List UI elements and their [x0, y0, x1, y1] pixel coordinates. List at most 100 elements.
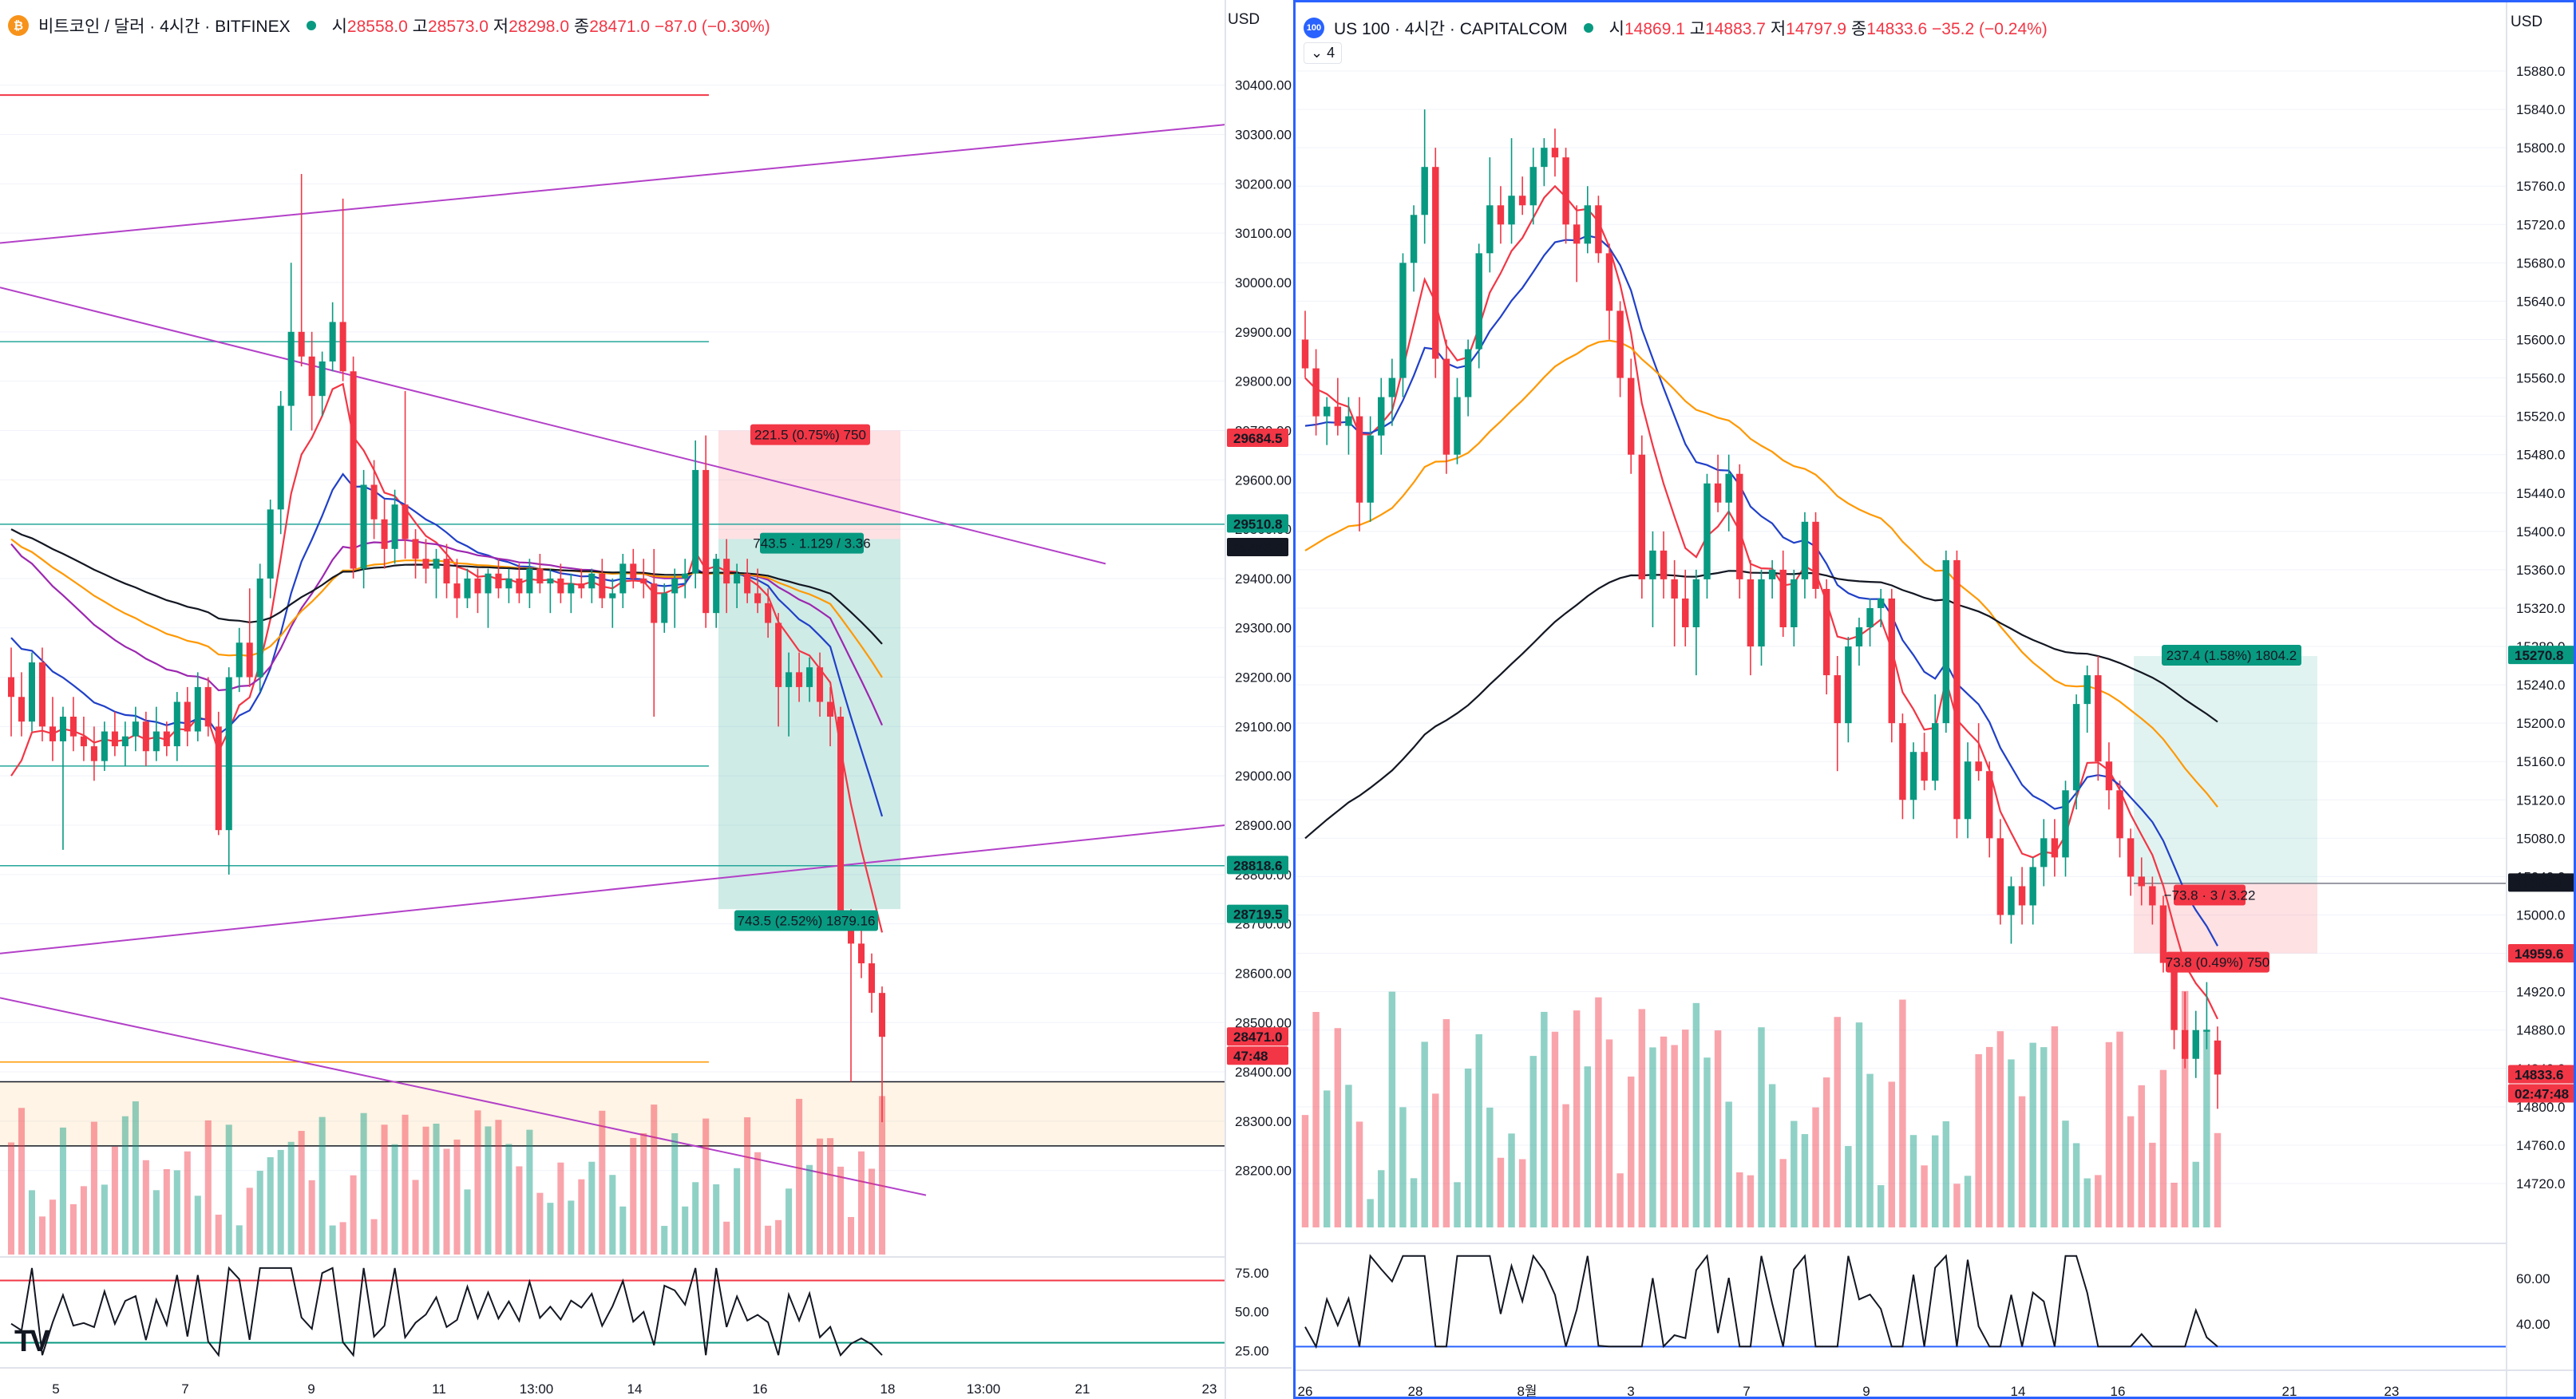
volume-bar [194, 1195, 201, 1255]
candle-body [184, 701, 191, 732]
candle-body [2062, 790, 2069, 858]
volume-bar [536, 1192, 544, 1255]
time-tick-label: 23 [2384, 1384, 2400, 1399]
volume-bar [1986, 1046, 1993, 1227]
candle-body [744, 573, 751, 594]
candle-body [215, 726, 222, 831]
volume-bar [1855, 1022, 1863, 1227]
volume-bar [1421, 1041, 1428, 1227]
candle-body [485, 573, 492, 594]
price-tick-label: 30000.00 [1235, 275, 1292, 290]
volume-bar [121, 1116, 129, 1255]
volume-bar [2203, 1029, 2210, 1227]
indicator-toggle[interactable]: ⌄ 4 [1304, 42, 1343, 64]
candle-body [267, 509, 274, 579]
tradingview-logo[interactable]: TV [14, 1325, 50, 1358]
price-label: 15033.4 [2515, 875, 2564, 891]
volume-bar [49, 1199, 56, 1255]
symbol-title[interactable]: 비트코인 / 달러 · 4시간 · BITFINEX [38, 18, 291, 36]
volume-bar [1378, 1170, 1385, 1227]
time-tick-label: 14 [2011, 1384, 2026, 1399]
volume-bar [744, 1116, 751, 1255]
candle-body [1736, 473, 1743, 579]
candle-body [619, 563, 627, 594]
price-tick-label: 29100.00 [1235, 719, 1292, 734]
candle-body [505, 578, 512, 589]
price-label-bg [1227, 1046, 1288, 1065]
candle-body [381, 519, 388, 549]
price-tick-label: 28300.00 [1235, 1114, 1292, 1129]
candle-body [1584, 205, 1592, 244]
volume-bar [1834, 1017, 1841, 1227]
time-tick-label: 18 [880, 1381, 896, 1397]
volume-bar [443, 1148, 450, 1255]
candle-body [194, 686, 201, 732]
volume-bar [827, 1138, 834, 1255]
price-tick-label: 29900.00 [1235, 325, 1292, 340]
candle-body [1953, 559, 1961, 820]
volume-bar [1464, 1068, 1472, 1227]
price-tick-label: 15080.0 [2516, 831, 2565, 846]
volume-bar [599, 1110, 606, 1255]
candle-body [1866, 607, 1874, 627]
candle-body [2127, 838, 2135, 877]
price-tick-label: 28600.00 [1235, 966, 1292, 981]
price-tick-label: 15880.0 [2516, 64, 2565, 79]
volume-bar [1355, 1121, 1363, 1227]
volume-bar [1627, 1076, 1635, 1227]
volume-bar [1779, 1159, 1787, 1227]
volume-bar [806, 1164, 813, 1255]
candle-body [1801, 521, 1809, 579]
price-label: 29510.8 [1233, 516, 1282, 532]
volume-bar [38, 1216, 46, 1255]
volume-bar [422, 1126, 429, 1255]
candle-body [391, 504, 398, 549]
candle-body [402, 504, 409, 539]
position-label: 743.5 (2.52%) 1879.16 [738, 914, 876, 929]
volume-bar [402, 1114, 409, 1255]
candle-body [651, 583, 658, 623]
position-label: 743.5 · 1.129 / 3.36 [753, 536, 870, 551]
candle-body [723, 559, 730, 584]
btc-chart-canvas[interactable]: 30400.00 30300.00 30200.00 30100.00 30000.00… [0, 0, 1292, 1399]
candle-body [142, 721, 149, 752]
volume-bar [651, 1105, 658, 1255]
currency-label[interactable]: USD [1228, 11, 1260, 28]
candle-body [599, 573, 606, 599]
candle-body [2159, 905, 2167, 963]
volume-bar [1682, 1029, 1689, 1227]
volume-bar [775, 1219, 782, 1255]
price-tick-label: 15360.0 [2516, 563, 2565, 578]
chart-pane-us100[interactable]: 15880.0 15840.0 15800.0 15760.0 15720.0 15680… [1293, 0, 2576, 1399]
volume-bar [1671, 1045, 1678, 1227]
candle-body [785, 672, 793, 687]
trend-line [0, 124, 1226, 244]
candle-body [1421, 167, 1428, 215]
price-tick-label: 14720.0 [2516, 1176, 2565, 1192]
candle-body [225, 677, 232, 831]
volume-bar [682, 1206, 689, 1255]
candle-body [536, 568, 544, 584]
us100-chart-canvas[interactable]: 15880.0 15840.0 15800.0 15760.0 15720.0 15680… [1296, 2, 2576, 1399]
volume-bar [547, 1203, 554, 1255]
candle-body [1779, 569, 1787, 627]
candle-body [1703, 483, 1711, 579]
volume-bar [661, 1226, 668, 1255]
chart-pane-btc[interactable]: 30400.00 30300.00 30200.00 30100.00 30000.00… [0, 0, 1292, 1399]
price-tick-label: 15240.0 [2516, 678, 2565, 693]
volume-bar [1812, 1107, 1819, 1227]
candle-body [1399, 263, 1407, 378]
price-label: 14833.6 [2515, 1067, 2563, 1082]
volume-bar [837, 1166, 845, 1255]
candle-body [796, 672, 803, 687]
price-tick-label: 15560.0 [2516, 371, 2565, 386]
time-tick-label: 13:00 [967, 1381, 1001, 1397]
currency-label[interactable]: USD [2511, 14, 2543, 30]
symbol-title[interactable]: US 100 · 4시간 · CAPITALCOM [1334, 20, 1568, 38]
volume-bar [868, 1168, 876, 1255]
volume-bar [578, 1179, 585, 1255]
price-tick-label: 15120.0 [2516, 792, 2565, 808]
candle-body [495, 573, 502, 589]
time-tick-label: 11 [432, 1381, 446, 1397]
volume-bar [28, 1190, 36, 1255]
